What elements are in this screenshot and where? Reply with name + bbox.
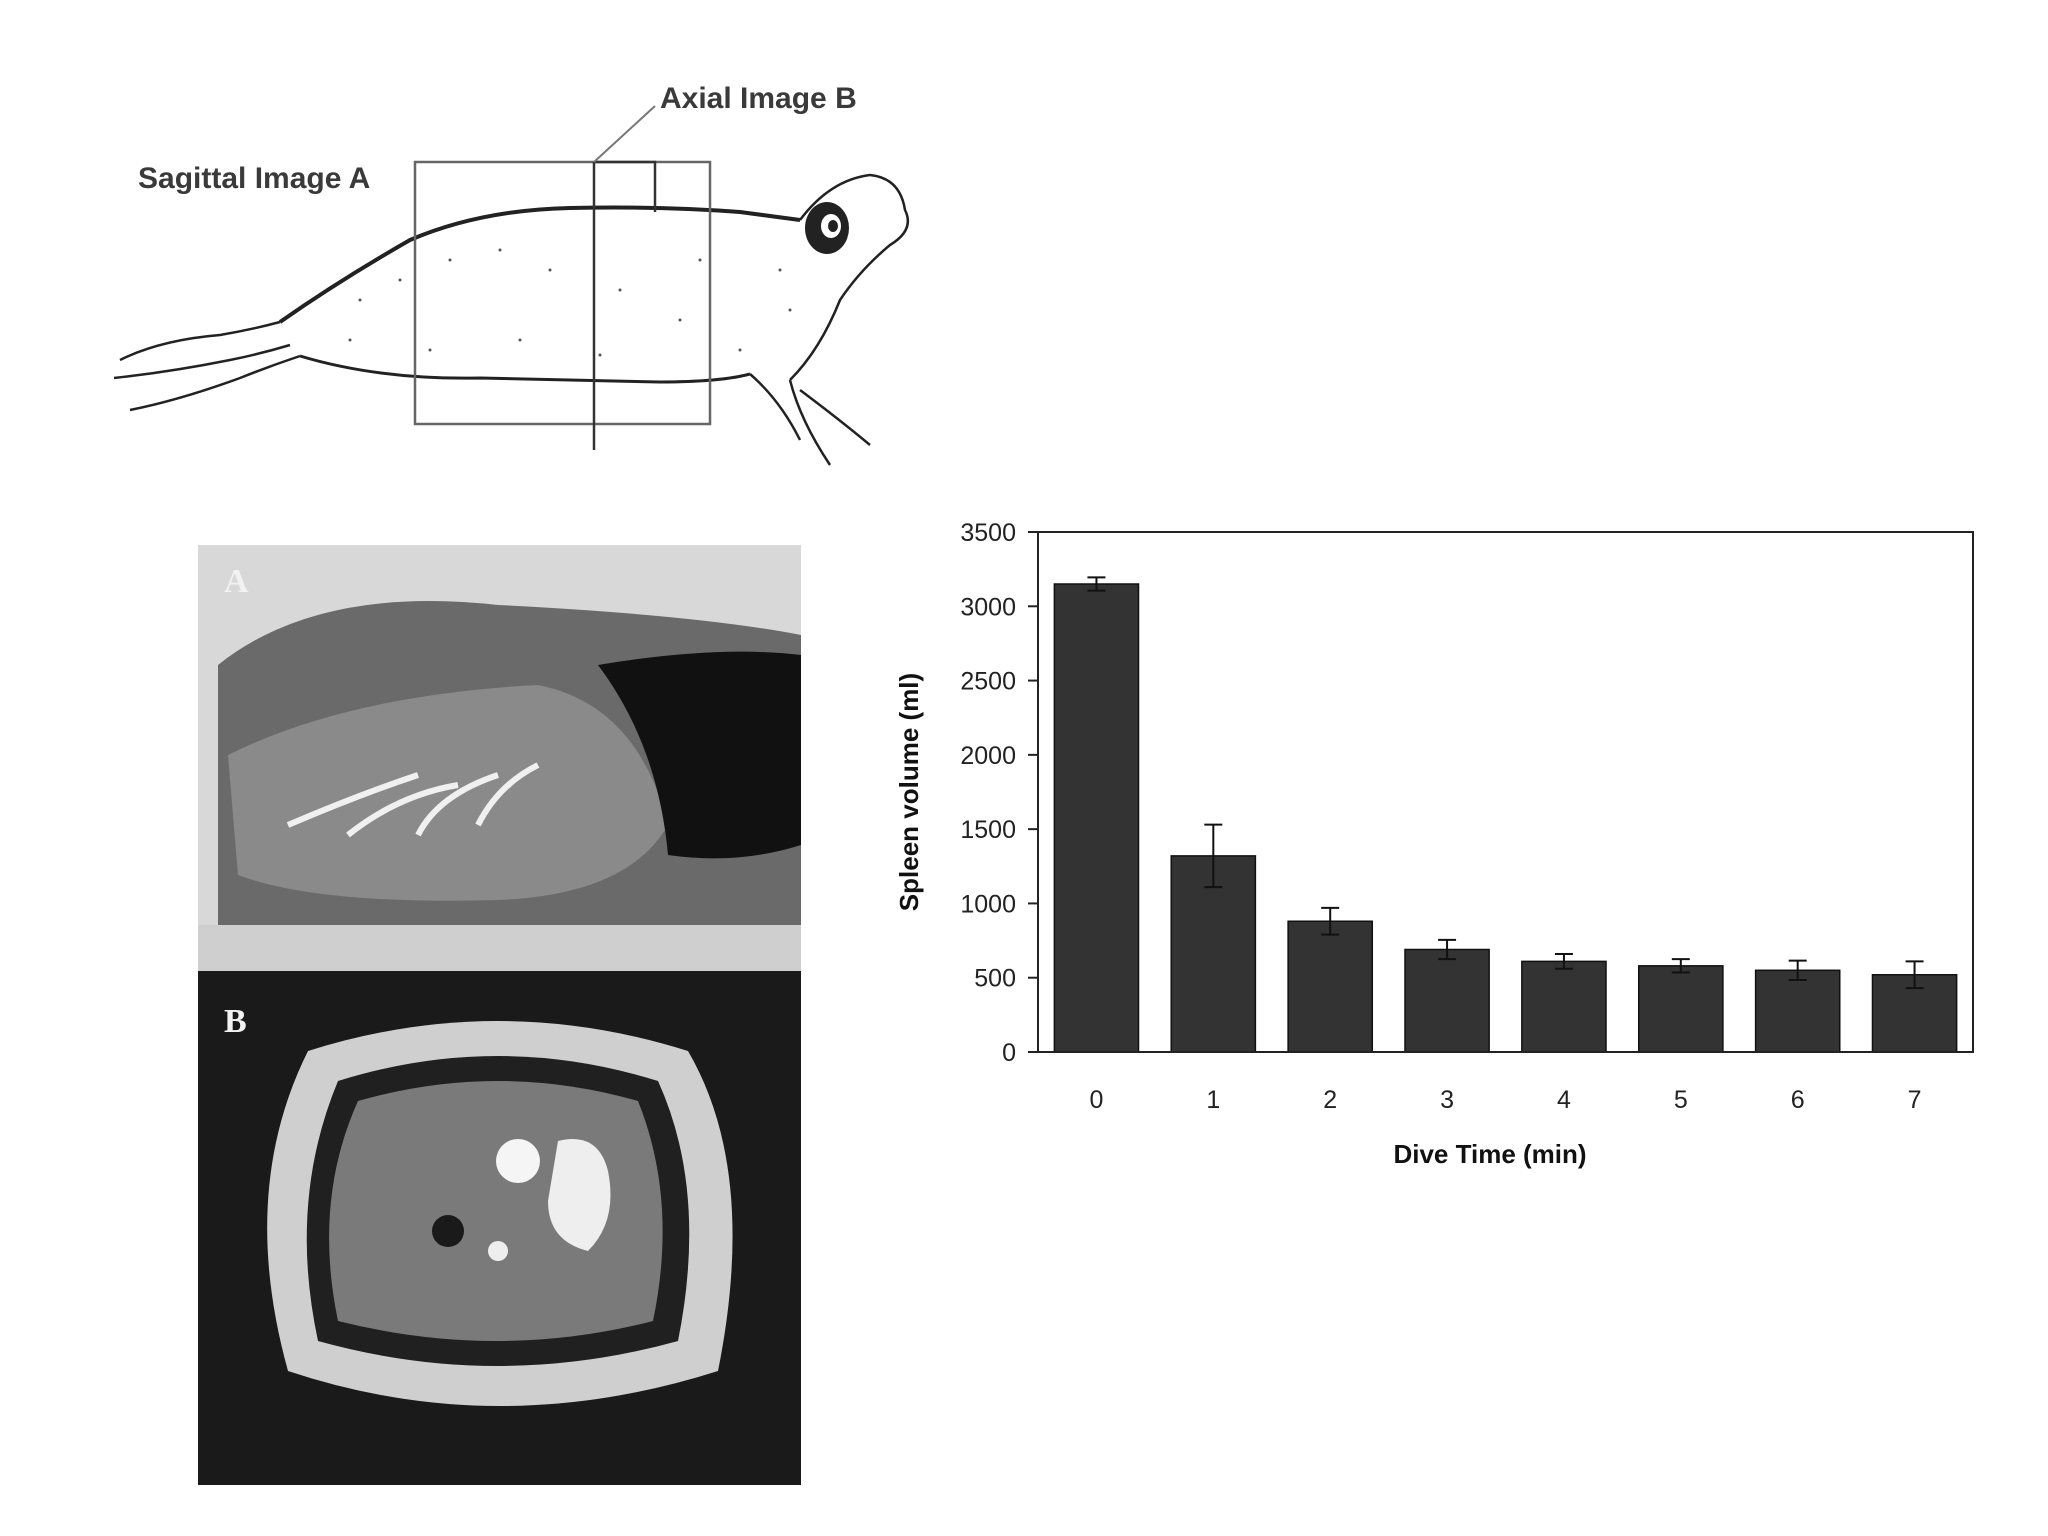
panel-a-label: A bbox=[224, 563, 249, 600]
fur-stipple bbox=[348, 248, 792, 357]
x-tick-label: 1 bbox=[1206, 1086, 1220, 1114]
axial-mri-image bbox=[198, 971, 801, 1485]
sagittal-image-label: Sagittal Image A bbox=[138, 162, 371, 195]
y-tick-label: 3000 bbox=[960, 593, 1016, 621]
bars bbox=[1053, 583, 1958, 1053]
y-tick-label: 1000 bbox=[960, 890, 1016, 918]
y-tick-label: 0 bbox=[1002, 1039, 1016, 1067]
plot-frame bbox=[1037, 531, 1974, 1053]
error-bars bbox=[1087, 576, 1924, 990]
y-tick-label: 2500 bbox=[960, 668, 1016, 696]
y-axis-ticks: 0 500 1000 1500 2000 2500 3000 3500 bbox=[960, 519, 1038, 1067]
bar bbox=[1170, 855, 1257, 1053]
y-axis-title: Spleen volume (ml) bbox=[894, 673, 924, 911]
bar bbox=[1637, 965, 1724, 1053]
bar bbox=[1521, 960, 1607, 1053]
axial-plane-box bbox=[594, 160, 657, 212]
x-tick-label: 4 bbox=[1557, 1086, 1571, 1114]
x-axis-title: Dive Time (min) bbox=[1393, 1139, 1586, 1169]
seal-outline bbox=[113, 173, 910, 466]
bar bbox=[1287, 920, 1374, 1053]
x-tick-label: 5 bbox=[1674, 1086, 1688, 1114]
x-axis-ticks: 0 1 2 3 4 5 6 7 bbox=[1089, 1086, 1921, 1114]
x-tick-label: 6 bbox=[1791, 1086, 1805, 1114]
spleen-volume-chart: 0 500 1000 1500 2000 2500 3000 3500 0 1 2 3 4 5 6 7 Di… bbox=[894, 519, 1974, 1169]
sagittal-mri-image bbox=[198, 545, 801, 971]
axial-leader-line bbox=[593, 105, 656, 163]
x-tick-label: 3 bbox=[1440, 1086, 1454, 1114]
bar bbox=[1404, 948, 1490, 1053]
y-tick-label: 3500 bbox=[960, 519, 1016, 547]
eye-icon bbox=[805, 202, 849, 254]
x-tick-label: 7 bbox=[1908, 1086, 1922, 1114]
mri-panel: A B bbox=[198, 545, 801, 1485]
y-tick-label: 1500 bbox=[960, 816, 1016, 844]
bar bbox=[1754, 969, 1841, 1053]
sagittal-box bbox=[413, 160, 712, 426]
seal-diagram bbox=[113, 105, 910, 466]
panel-b-label: B bbox=[224, 1003, 247, 1040]
axial-image-label: Axial Image B bbox=[660, 82, 857, 115]
y-tick-label: 500 bbox=[974, 965, 1016, 993]
x-tick-label: 0 bbox=[1089, 1086, 1103, 1114]
y-tick-label: 2000 bbox=[960, 742, 1016, 770]
bar bbox=[1053, 583, 1140, 1053]
x-tick-label: 2 bbox=[1323, 1086, 1337, 1114]
